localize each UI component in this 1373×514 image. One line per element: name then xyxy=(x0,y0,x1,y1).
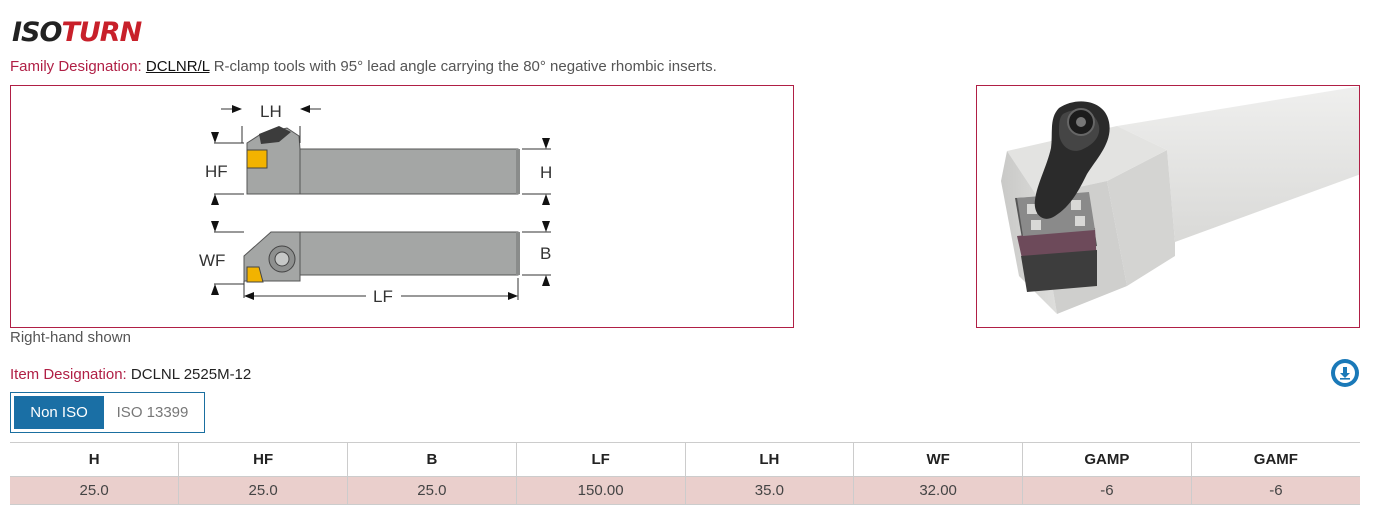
toggle-iso-13399[interactable]: ISO 13399 xyxy=(116,404,189,421)
table-row: 25.0 25.0 25.0 150.00 35.0 32.00 -6 -6 xyxy=(10,476,1360,505)
cell-hf: 25.0 xyxy=(178,476,348,505)
family-label: Family Designation: xyxy=(10,58,142,75)
family-description: R-clamp tools with 95° lead angle carryi… xyxy=(213,58,717,75)
header-gamp[interactable]: GAMP xyxy=(1022,442,1192,477)
item-label: Item Designation: xyxy=(10,366,127,383)
header-gamf[interactable]: GAMF xyxy=(1190,442,1360,477)
family-code-link[interactable]: DCLNR/L xyxy=(145,58,210,75)
dim-hf-label: HF xyxy=(205,162,228,181)
family-designation: Family Designation: DCLNR/L R-clamp tool… xyxy=(10,58,717,75)
download-icon xyxy=(1335,363,1355,383)
header-lf[interactable]: LF xyxy=(515,442,685,477)
header-wf[interactable]: WF xyxy=(853,442,1023,477)
dim-h-label: H xyxy=(540,163,552,182)
download-button[interactable] xyxy=(1331,359,1359,387)
cell-gamp: -6 xyxy=(1022,476,1192,505)
standard-toggle: Non ISO ISO 13399 xyxy=(10,392,205,433)
toggle-non-iso[interactable]: Non ISO xyxy=(14,396,104,429)
dimension-drawing: LH HF H WF B xyxy=(199,102,552,306)
header-lh[interactable]: LH xyxy=(684,442,854,477)
header-b[interactable]: B xyxy=(347,442,517,477)
tool-holder-illustration xyxy=(977,86,1359,327)
table-header-row: H HF B LF LH WF GAMP GAMF xyxy=(10,442,1360,477)
cell-gamf: -6 xyxy=(1190,476,1360,505)
header-h[interactable]: H xyxy=(10,442,179,477)
header-hf[interactable]: HF xyxy=(178,442,348,477)
dim-b-label: B xyxy=(540,244,551,263)
item-value: DCLNL 2525M-12 xyxy=(130,366,252,383)
cell-lh: 35.0 xyxy=(684,476,854,505)
isoturn-logo: ISOTURN xyxy=(12,16,142,50)
cell-b: 25.0 xyxy=(347,476,517,505)
specs-table: H HF B LF LH WF GAMP GAMF 25.0 25.0 25.0… xyxy=(10,442,1360,505)
cell-h: 25.0 xyxy=(10,476,179,505)
item-designation: Item Designation: DCLNL 2525M-12 xyxy=(10,366,251,383)
dim-lf-label: LF xyxy=(373,287,393,306)
dim-lh-label: LH xyxy=(260,102,282,121)
drawing-caption: Right-hand shown xyxy=(10,329,131,346)
logo-iso-text: ISO xyxy=(12,17,62,48)
cell-lf: 150.00 xyxy=(515,476,685,505)
dim-wf-label: WF xyxy=(199,251,225,270)
logo-turn-text: TURN xyxy=(61,17,142,48)
cell-wf: 32.00 xyxy=(853,476,1023,505)
technical-drawing: LH HF H WF B xyxy=(10,85,794,328)
product-photo xyxy=(976,85,1360,328)
